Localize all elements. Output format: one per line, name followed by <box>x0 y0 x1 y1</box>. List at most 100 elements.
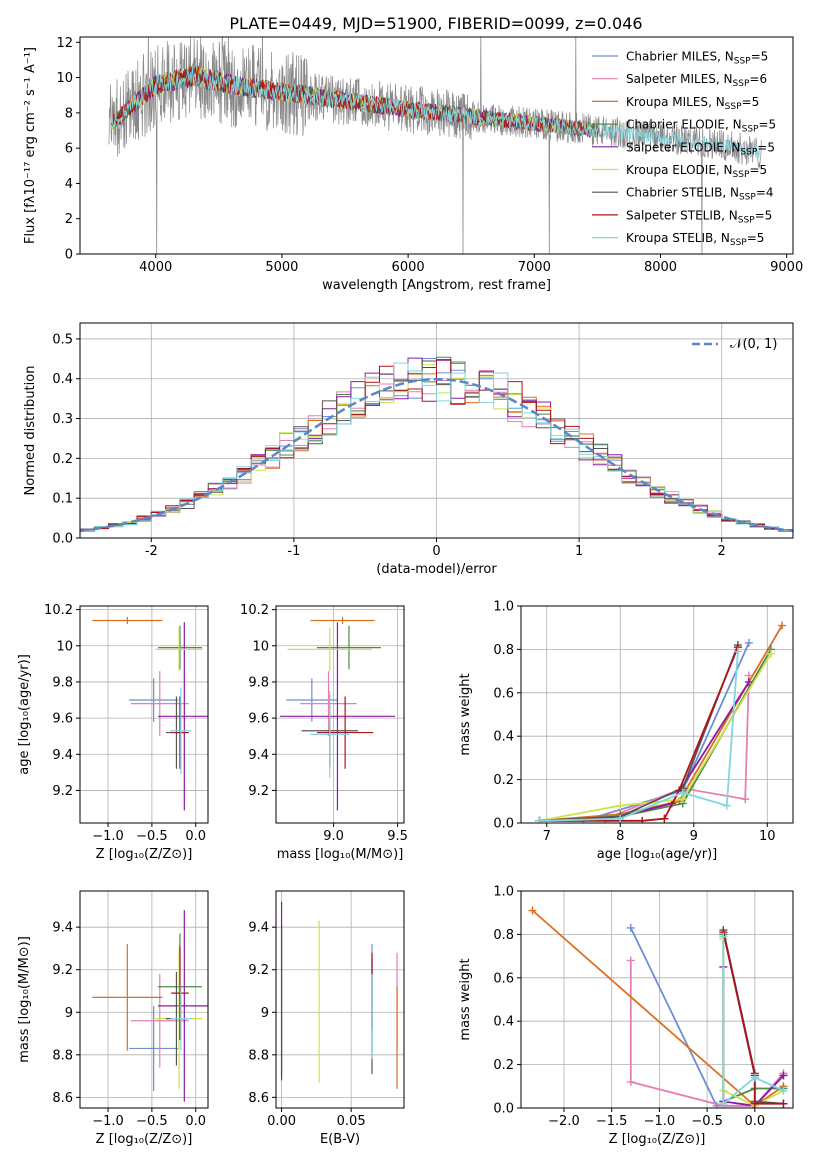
errorbar-kroupa-stelib <box>170 687 192 775</box>
y-tick-label: 0.1 <box>52 492 73 507</box>
weight-marker <box>660 814 669 823</box>
y-tick-label: 0.2 <box>493 773 514 788</box>
y-tick-label: 0.0 <box>493 1102 514 1117</box>
mass-z-plot-area <box>92 910 208 1102</box>
histogram-kroupa-stelib <box>80 362 793 531</box>
y-tick-label: 1.0 <box>493 885 514 900</box>
y-tick-label: 8.8 <box>52 1048 73 1063</box>
weight-marker <box>535 816 544 823</box>
y-tick-label: 9.4 <box>248 921 269 936</box>
age-z-y-axis-label: age [log₁₀(age/yr)] <box>17 654 32 775</box>
errorbar-chabrier-miles <box>129 678 179 722</box>
age-mass-plot-area <box>279 616 396 811</box>
y-tick-label: 10.2 <box>44 603 73 618</box>
y-tick-label: 0.6 <box>493 971 514 986</box>
y-tick-label: 9.4 <box>52 921 73 936</box>
mass-z-x-axis-label: Z [log₁₀(Z/Z⊙)] <box>96 1132 193 1147</box>
weight-line-kroupa-miles <box>531 909 785 1107</box>
y-tick-label: 0.0 <box>493 817 514 832</box>
x-tick-label: 0.0 <box>185 1114 206 1129</box>
age-z-plot-area <box>92 616 208 811</box>
errorbar-kroupa-miles <box>92 616 163 625</box>
errorbar-chabrier-elodie <box>158 625 202 670</box>
model-spectrum-salpeter-stelib <box>111 65 588 137</box>
y-tick-label: 0.5 <box>52 332 73 347</box>
y-tick-label: 8.6 <box>52 1091 73 1106</box>
mass-z-grid <box>80 891 208 1108</box>
age-mass-axes: 9.0 9.5 9.2 9.4 9.6 9.8 10 10.2 mass [log₁₀(M/M⊙… <box>240 603 408 862</box>
spectrum-x-axis-label: wavelength [Angstrom, rest frame] <box>322 278 551 293</box>
weight-marker <box>779 1086 788 1095</box>
y-tick-label: 8.6 <box>248 1091 269 1106</box>
y-tick-label: 2 <box>65 212 73 227</box>
age-z-grid <box>80 606 208 823</box>
mass-ebv-grid <box>276 891 404 1108</box>
weight-marker <box>744 638 753 647</box>
weight-marker <box>750 1099 759 1108</box>
y-tick-label: 9.2 <box>248 963 269 978</box>
mass-z-y-axis-label: mass [log₁₀(M/M⊙)] <box>17 936 32 1063</box>
x-tick-label: 6000 <box>392 260 425 275</box>
y-tick-label: 0.2 <box>493 1058 514 1073</box>
mass-weight-z-frame <box>520 890 794 1109</box>
x-tick-label: −0.5 <box>136 829 168 844</box>
mass-ebv-frame <box>275 890 405 1109</box>
age-mass-frame <box>275 605 405 824</box>
x-tick-label: −1.0 <box>644 1114 676 1129</box>
weight-series-kroupa-stelib <box>535 647 742 823</box>
x-tick-label: 0.0 <box>744 1114 765 1129</box>
weight-series-salpeter-stelib <box>535 643 742 823</box>
errorbar-kroupa-stelib <box>310 690 349 778</box>
x-tick-label: 7000 <box>518 260 551 275</box>
x-tick-label: −2.0 <box>548 1114 580 1129</box>
y-tick-label: 0.0 <box>52 532 73 547</box>
y-tick-label: 9.6 <box>52 712 73 727</box>
mass-ebv-x-axis-label: E(B-V) <box>320 1132 360 1147</box>
y-tick-label: 8.8 <box>248 1048 269 1063</box>
age-z-frame <box>79 605 209 824</box>
weight-line-salpeter-stelib <box>722 932 784 1105</box>
y-tick-label: 0.8 <box>493 928 514 943</box>
mass-ebv-plot-area <box>280 901 398 1089</box>
mass-weight-age-frame <box>520 605 794 824</box>
errorbar-kroupa-stelib <box>170 986 192 1051</box>
residuals-plot-area <box>80 356 793 533</box>
y-tick-label: 9 <box>261 1006 269 1021</box>
mass-weight-age-y-axis-label: mass weight <box>458 673 473 755</box>
y-tick-label: 9.2 <box>52 784 73 799</box>
y-tick-label: 0.6 <box>493 686 514 701</box>
x-tick-label: 2 <box>718 544 726 559</box>
weight-marker <box>719 1099 728 1108</box>
weight-line-salpeter-elodie <box>539 681 750 822</box>
errorbar-salpeter-stelib <box>171 946 189 1040</box>
y-tick-label: 8 <box>65 106 73 121</box>
y-tick-label: 1.0 <box>493 600 514 615</box>
spectrum-axes: 4000 5000 6000 7000 8000 9000 0 2 4 6 8 10 12 wavelen… <box>23 36 803 293</box>
weight-marker <box>733 647 742 656</box>
mass-ebv-axes: 0.00 0.05 8.6 8.8 9 9.2 9.4 E(B-V) <box>248 890 405 1147</box>
y-tick-label: 0.2 <box>52 452 73 467</box>
weight-series-kroupa-miles <box>535 621 786 823</box>
y-tick-label: 12 <box>56 36 73 51</box>
y-tick-label: 9.4 <box>52 748 73 763</box>
legend-label-kroupa-stelib: Kroupa STELIB, NSSP=5 <box>626 231 764 248</box>
errorbar-salpeter-elodie <box>158 910 208 1102</box>
residuals-x-axis-label: (data-model)/error <box>376 562 497 577</box>
y-tick-label: 10 <box>56 639 73 654</box>
mass-weight-age-grid <box>521 605 793 824</box>
legend-label-chabrier-stelib: Chabrier STELIB, NSSP=4 <box>626 186 774 203</box>
x-tick-label: 8000 <box>644 260 677 275</box>
weight-marker <box>766 649 775 658</box>
x-tick-label: −1.0 <box>92 1114 124 1129</box>
weight-line-kroupa-miles <box>539 625 783 822</box>
legend-label-normal: 𝒩(0, 1) <box>730 337 777 352</box>
x-tick-label: -1 <box>287 544 300 559</box>
x-tick-label: 1 <box>575 544 583 559</box>
legend-label-chabrier-elodie: Chabrier ELODIE, NSSP=5 <box>626 118 776 135</box>
weight-marker <box>722 801 731 810</box>
y-tick-label: 9.2 <box>52 963 73 978</box>
y-tick-label: 9.8 <box>248 675 269 690</box>
x-tick-label: 9 <box>690 829 698 844</box>
weight-marker <box>616 801 625 810</box>
errorbar-salpeter-miles <box>300 671 357 737</box>
